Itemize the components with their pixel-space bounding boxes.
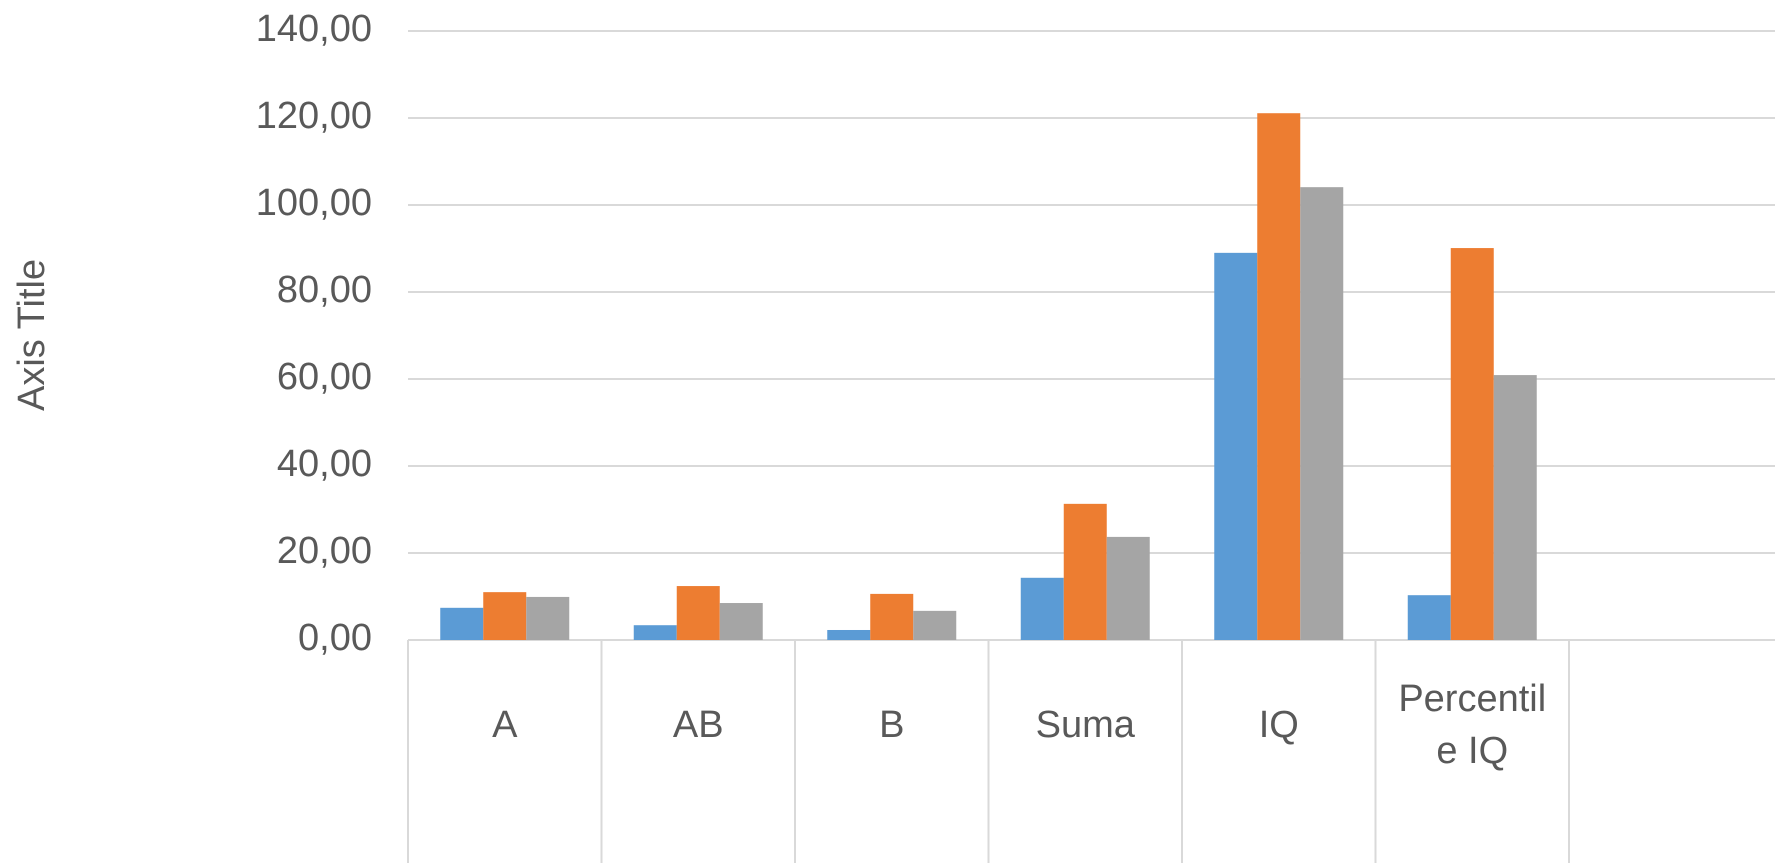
- x-tick-label: Suma: [1035, 704, 1135, 746]
- x-tick-label: Percentile IQ: [1398, 678, 1547, 772]
- y-tick-label: 20,00: [277, 530, 372, 572]
- bar: [870, 593, 914, 640]
- bar: [1106, 536, 1150, 640]
- bar: [483, 592, 527, 640]
- bar: [1214, 252, 1258, 640]
- x-tick-label: IQ: [1258, 704, 1299, 746]
- y-tick-label: 40,00: [277, 443, 372, 485]
- y-axis-title: Axis Title: [11, 259, 53, 411]
- bar: [1450, 248, 1494, 640]
- bar: [1063, 503, 1107, 640]
- bar: [676, 586, 720, 640]
- y-tick-label: 100,00: [256, 182, 372, 224]
- bar: [827, 629, 871, 640]
- bar: [1407, 595, 1451, 640]
- bar: [1257, 113, 1301, 641]
- x-tick-label: B: [879, 704, 905, 746]
- bar: [1300, 187, 1344, 641]
- bar: [1493, 375, 1537, 640]
- y-tick-label: 0,00: [298, 617, 372, 659]
- y-tick-label: 80,00: [277, 269, 372, 311]
- y-tick-label: 140,00: [256, 8, 372, 50]
- bar: [719, 603, 763, 640]
- bar: [1020, 577, 1064, 640]
- y-tick-label: 60,00: [277, 356, 372, 398]
- x-tick-label: A: [492, 704, 518, 746]
- y-tick-label: 120,00: [256, 95, 372, 137]
- bar: [526, 596, 570, 640]
- bar: [633, 625, 677, 640]
- bar: [913, 610, 957, 640]
- bar: [440, 607, 484, 640]
- x-tick-label: AB: [672, 704, 724, 746]
